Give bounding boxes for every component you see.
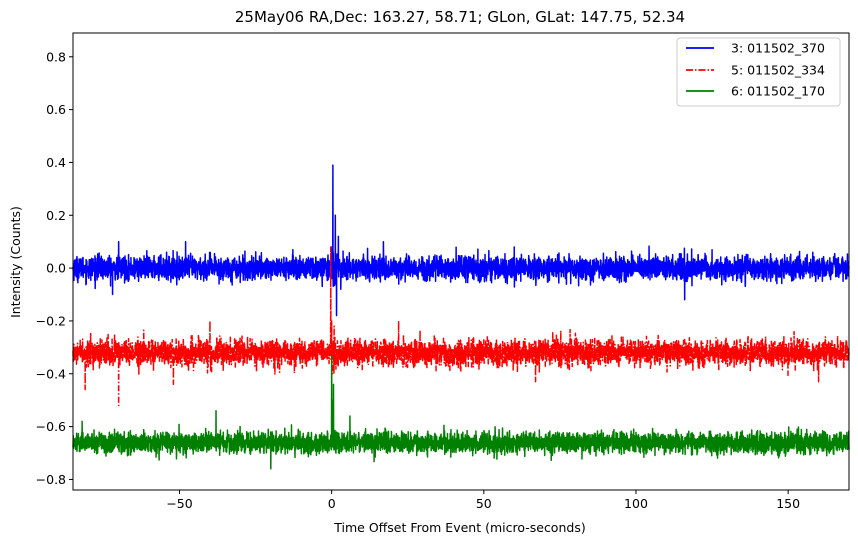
x-axis-label: Time Offset From Event (micro-seconds) (333, 520, 585, 535)
x-axis: −50 0 50 100 150 (166, 490, 800, 511)
series-line (72, 246, 850, 407)
legend: 3: 011502_370 5: 011502_334 6: 011502_17… (676, 37, 841, 107)
legend-box (676, 37, 841, 107)
y-axis-label: Intensity (Counts) (8, 206, 23, 318)
y-tick-label: −0.2 (36, 313, 66, 328)
x-tick-label: 150 (776, 496, 800, 511)
x-tick-label: 0 (328, 496, 336, 511)
legend-label-series-5: 5: 011502_334 (731, 63, 825, 78)
series-layer (72, 164, 850, 470)
x-tick-label: −50 (166, 496, 192, 511)
y-tick-label: 0.8 (46, 49, 66, 64)
y-tick-label: 0.6 (46, 102, 66, 117)
y-tick-label: −0.6 (36, 419, 66, 434)
legend-label-series-6: 6: 011502_170 (731, 84, 825, 99)
x-tick-label: 100 (624, 496, 648, 511)
series-line (72, 354, 850, 470)
chart-title: 25May06 RA,Dec: 163.27, 58.71; GLon, GLa… (235, 8, 685, 26)
axes-frame (72, 32, 850, 491)
y-tick-label: 0.0 (46, 261, 66, 276)
y-tick-label: −0.8 (36, 472, 66, 487)
y-tick-label: 0.4 (46, 155, 66, 170)
y-axis: −0.8 −0.6 −0.4 −0.2 0.0 0.2 0.4 0.6 0.8 (36, 49, 73, 487)
legend-label-series-3: 3: 011502_370 (731, 41, 825, 56)
series-line (72, 164, 850, 317)
x-tick-label: 50 (476, 496, 492, 511)
y-tick-label: 0.2 (46, 208, 66, 223)
y-tick-label: −0.4 (36, 366, 66, 381)
